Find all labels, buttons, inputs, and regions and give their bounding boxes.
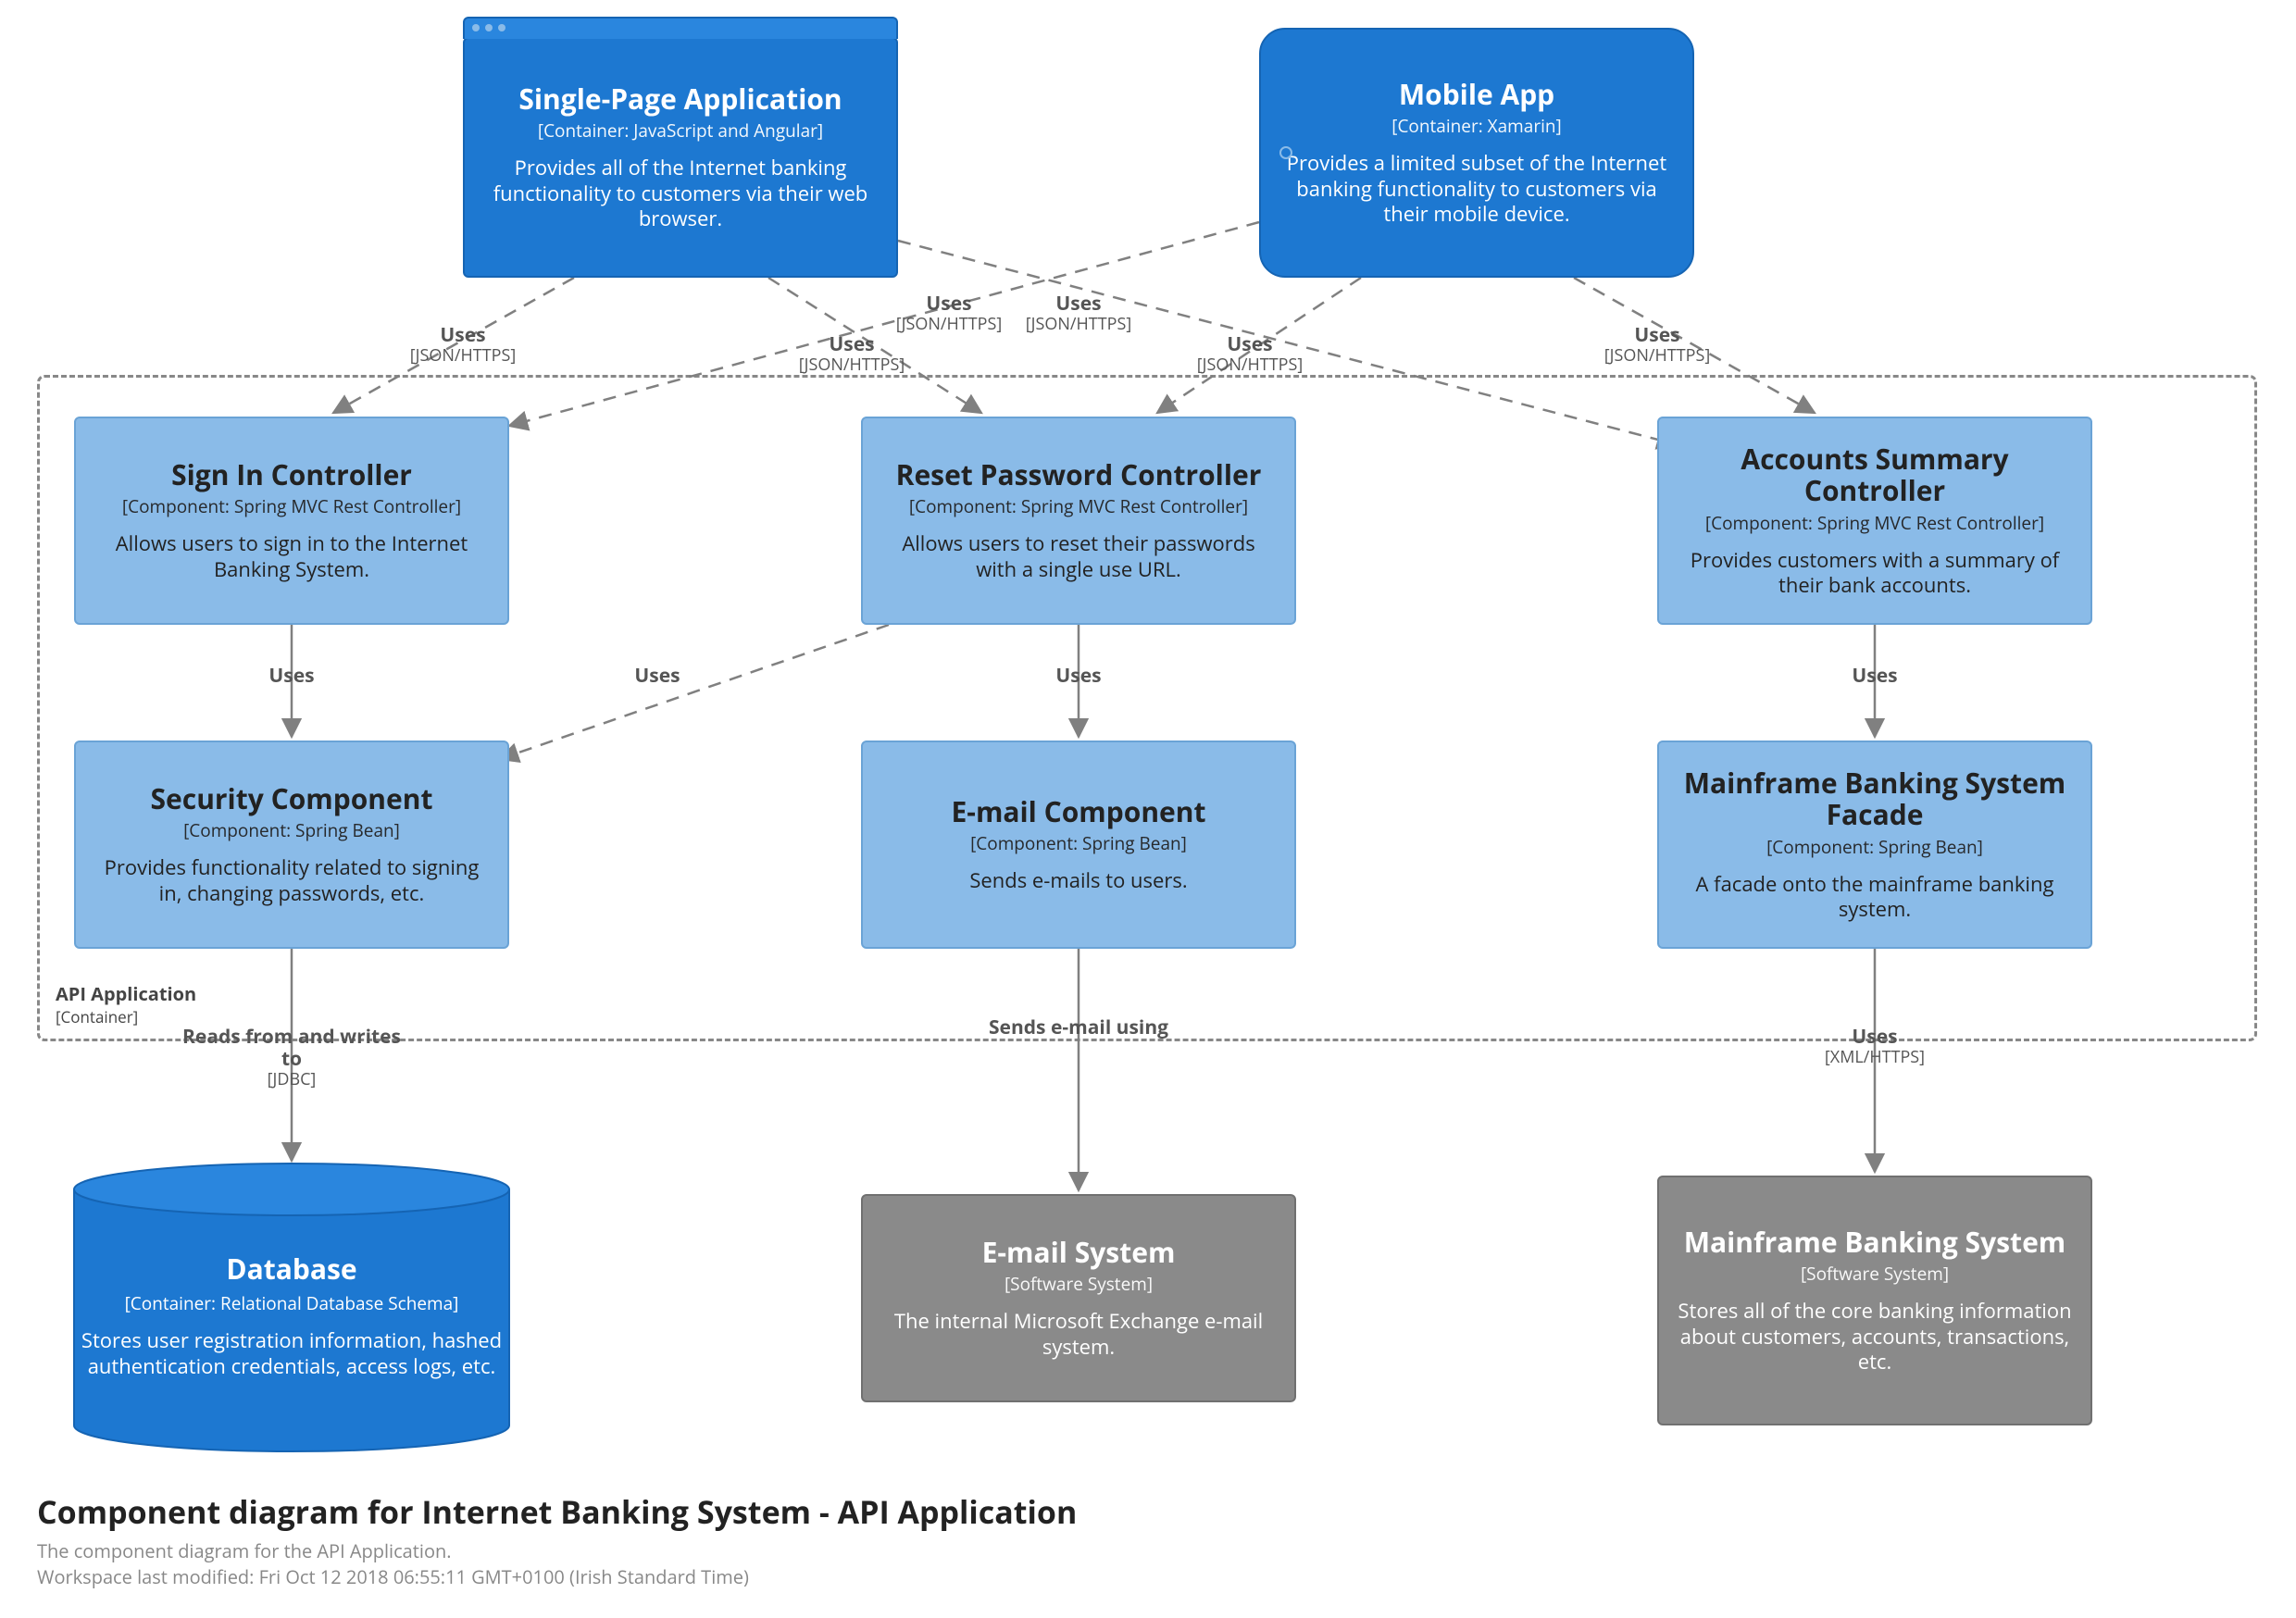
diagram-caption: The component diagram for the API Applic… [37,1538,1077,1564]
mainframe-facade-component: Mainframe Banking System Facade [Compone… [1657,741,2092,949]
node-subtitle: [Component: Spring Bean] [1678,835,2072,859]
node-desc: Stores all of the core banking informati… [1678,1299,2072,1375]
node-subtitle: [Component: Spring MVC Rest Controller] [1678,511,2072,535]
mainframe-system-external: Mainframe Banking System [Software Syste… [1657,1176,2092,1425]
node-title: Mobile App [1279,79,1674,111]
edge-label: Uses [JSON/HTTPS] [1018,292,1139,334]
security-component: Security Component [Component: Spring Be… [74,741,509,949]
node-desc: Provides a limited subset of the Interne… [1279,151,1674,228]
mobile-home-icon [1279,146,1292,159]
node-title: Single-Page Application [483,83,878,116]
edge-label: Uses [JSON/HTTPS] [380,324,546,366]
diagram-modified: Workspace last modified: Fri Oct 12 2018… [37,1564,1077,1590]
node-desc: A facade onto the mainframe banking syst… [1678,872,2072,923]
boundary-subtitle: [Container] [56,1006,196,1027]
diagram-footer: Component diagram for Internet Banking S… [37,1490,1077,1590]
node-subtitle: [Component: Spring Bean] [94,818,489,842]
node-title: Security Component [94,783,489,815]
database-container: Database [Container: Relational Database… [74,1203,509,1425]
node-subtitle: [Software System] [881,1272,1276,1296]
node-desc: Provides functionality related to signin… [94,855,489,906]
node-subtitle: [Component: Spring MVC Rest Controller] [94,494,489,518]
node-title: Sign In Controller [94,459,489,492]
edge-label: Uses [XML/HTTPS] [1791,1026,1958,1067]
node-desc: Allows users to sign in to the Internet … [94,531,489,582]
browser-chrome-icon [463,17,898,39]
node-desc: Provides customers with a summary of the… [1678,548,2072,599]
boundary-title: API Application [56,981,196,1006]
boundary-label: API Application [Container] [56,981,196,1027]
node-subtitle: [Component: Spring MVC Rest Controller] [881,494,1276,518]
node-title: E-mail System [881,1237,1276,1269]
node-title: Accounts Summary Controller [1678,443,2072,507]
edge-label: Uses [JSON/HTTPS] [1574,324,1741,366]
signin-controller-component: Sign In Controller [Component: Spring MV… [74,417,509,625]
edge-label: Uses [236,665,347,687]
spa-container: Single-Page Application [Container: Java… [463,37,898,278]
node-title: Database [74,1250,509,1288]
edge-label: Sends e-mail using [986,1016,1171,1039]
node-desc: Provides all of the Internet banking fun… [483,156,878,232]
edge-label: Uses [602,665,713,687]
node-title: Mainframe Banking System [1678,1226,2072,1259]
accounts-summary-controller-component: Accounts Summary Controller [Component: … [1657,417,2092,625]
node-desc: Sends e-mails to users. [881,868,1276,894]
edge-label: Uses [JSON/HTTPS] [768,333,935,375]
edge-label: Uses [1023,665,1134,687]
edge-label: Uses [JSON/HTTPS] [1167,333,1333,375]
node-subtitle: [Container: Xamarin] [1279,114,1674,138]
diagram-title: Component diagram for Internet Banking S… [37,1490,1077,1533]
node-subtitle: [Container: JavaScript and Angular] [483,118,878,143]
node-title: Reset Password Controller [881,459,1276,492]
node-desc: Stores user registration information, ha… [74,1328,509,1379]
node-desc: The internal Microsoft Exchange e-mail s… [881,1309,1276,1360]
email-system-external: E-mail System [Software System] The inte… [861,1194,1296,1402]
mobile-container: Mobile App [Container: Xamarin] Provides… [1259,28,1694,278]
reset-password-controller-component: Reset Password Controller [Component: Sp… [861,417,1296,625]
edge-label: Reads from and writes to [JDBC] [181,1026,403,1089]
node-desc: Allows users to reset their passwords wi… [881,531,1276,582]
node-title: Mainframe Banking System Facade [1678,767,2072,831]
node-subtitle: [Component: Spring Bean] [881,831,1276,855]
node-subtitle: [Container: Relational Database Schema] [74,1291,509,1315]
node-subtitle: [Software System] [1678,1262,2072,1286]
diagram-canvas: API Application [Container] [0,0,2296,1618]
edge-label: Uses [JSON/HTTPS] [889,292,1009,334]
node-title: E-mail Component [881,796,1276,828]
email-component: E-mail Component [Component: Spring Bean… [861,741,1296,949]
edge-label: Uses [1819,665,1930,687]
